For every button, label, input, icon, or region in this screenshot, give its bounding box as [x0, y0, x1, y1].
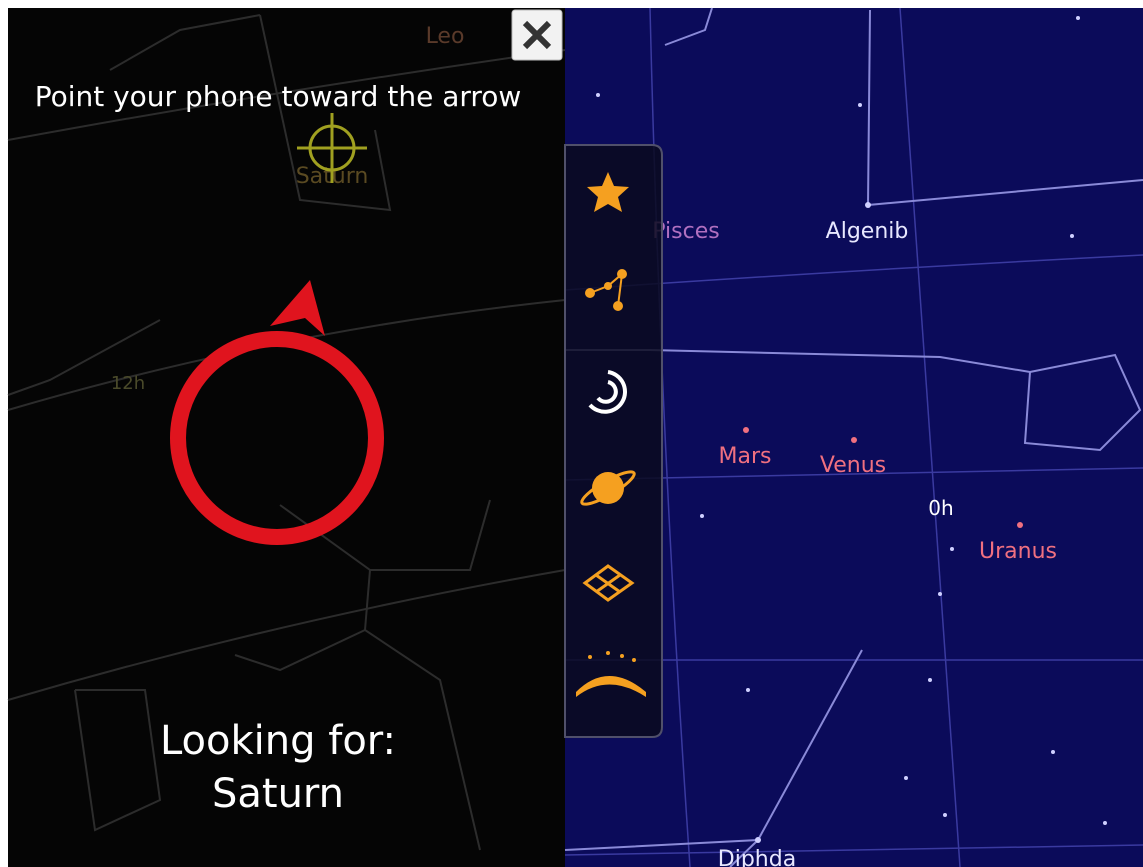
sky-label: Venus	[820, 453, 886, 478]
looking-for-label: Looking for:	[160, 718, 396, 764]
target-name: Saturn	[212, 771, 344, 817]
layer-toolbar	[565, 145, 662, 737]
sky-label: Mars	[719, 444, 772, 469]
sky-label: Leo	[426, 24, 465, 49]
page: Leo Saturn 12h Pisces Algenib Mars Venus…	[0, 0, 1143, 867]
sky-label: 12h	[111, 373, 145, 394]
sky-label: 0h	[928, 496, 953, 520]
close-button[interactable]	[512, 10, 562, 60]
sky-label: Diphda	[718, 847, 796, 867]
sky-label: Algenib	[826, 219, 909, 244]
instruction-text: Point your phone toward the arrow	[35, 80, 522, 113]
sky-map-screen: Leo Saturn 12h Pisces Algenib Mars Venus…	[0, 0, 1143, 867]
sky-label: Uranus	[979, 539, 1057, 564]
